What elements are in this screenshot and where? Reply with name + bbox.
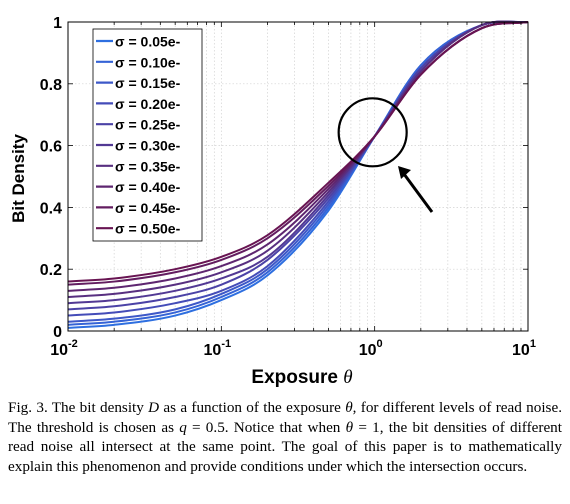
x-tick-label: 100 [359, 338, 383, 359]
legend-label: σ = 0.30e- [115, 138, 181, 154]
y-tick-label: 0.4 [40, 200, 62, 217]
axis-ticks [67, 21, 528, 332]
plot-frame [67, 21, 529, 332]
x-tick-label: 101 [512, 338, 536, 359]
y-axis-label: Bit Density [9, 134, 28, 223]
intersection-annotation [337, 97, 434, 213]
legend-label: σ = 0.10e- [115, 54, 181, 70]
series-line-10 [67, 21, 529, 283]
legend-label: σ = 0.25e- [115, 117, 181, 133]
x-tick-label: 10-1 [204, 338, 232, 359]
legend-label: σ = 0.35e- [115, 158, 181, 174]
series-line-5 [67, 20, 529, 311]
legend-label: σ = 0.50e- [115, 221, 181, 237]
series-line-2 [67, 20, 529, 326]
arrow-shaft [402, 173, 434, 213]
series-line-7 [67, 20, 529, 299]
x-axis-label: Exposure θ [251, 367, 352, 388]
y-tick-label: 0 [53, 324, 62, 341]
x-tick-labels: 10-2 10-1 100 101 [50, 338, 536, 359]
y-tick-label: 0.6 [40, 139, 62, 156]
legend-label: σ = 0.45e- [115, 200, 181, 216]
series-curves [67, 20, 529, 329]
arrow-head [398, 166, 411, 179]
legend-label: σ = 0.20e- [115, 96, 181, 112]
y-tick-label: 0.8 [40, 77, 62, 94]
legend: σ = 0.05e-σ = 0.10e-σ = 0.15e-σ = 0.20e-… [92, 28, 203, 242]
legend-label: σ = 0.40e- [115, 179, 181, 195]
highlight-circle [337, 97, 408, 168]
y-tick-label: 0.2 [40, 262, 62, 279]
figure-caption: Fig. 3. The bit density D as a function … [8, 399, 562, 475]
bit-density-chart: 0 0.2 0.4 0.6 0.8 1 10-2 10-1 100 101 Exposure θ… [9, 15, 536, 388]
legend-box [92, 28, 203, 242]
y-tick-label: 1 [53, 15, 62, 32]
legend-label: σ = 0.05e- [115, 34, 181, 50]
x-tick-label: 10-2 [50, 338, 78, 359]
y-tick-labels: 0 0.2 0.4 0.6 0.8 1 [40, 15, 62, 341]
legend-label: σ = 0.15e- [115, 75, 181, 91]
